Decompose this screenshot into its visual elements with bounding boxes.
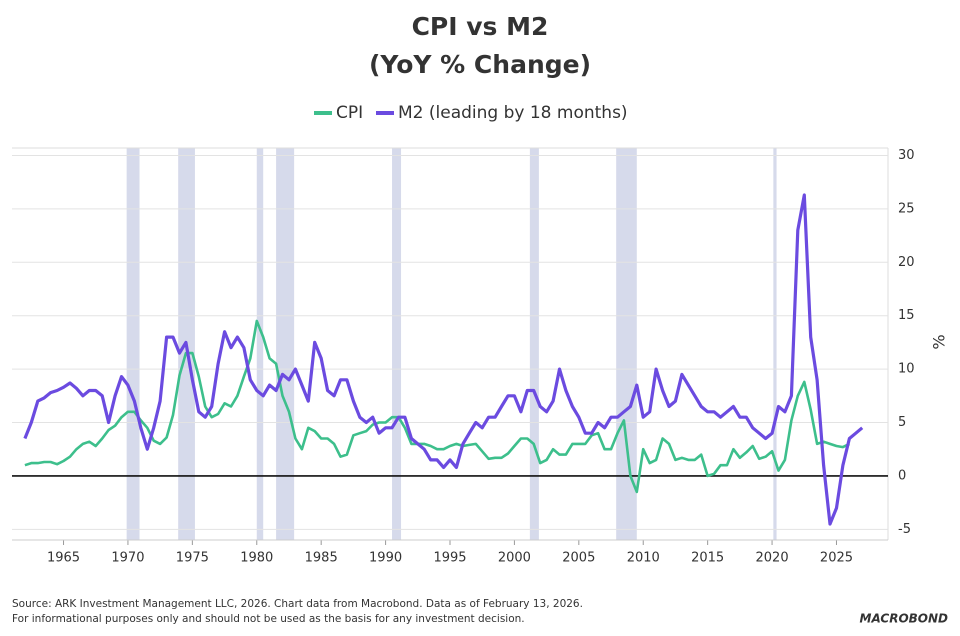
legend-label: CPI [336, 103, 363, 123]
y-tick-label: 5 [898, 415, 906, 430]
x-tick-label: 2015 [691, 551, 724, 566]
x-tick-label: 1975 [176, 551, 209, 566]
series-line [23, 193, 864, 526]
x-tick-label: 1965 [47, 551, 80, 566]
x-tick-label: 2000 [498, 551, 531, 566]
x-tick-label: 1980 [240, 551, 273, 566]
legend-label: M2 (leading by 18 months) [398, 103, 628, 123]
logo: MACROBOND [860, 612, 948, 626]
shaded-range [126, 148, 140, 540]
shaded-range [529, 148, 539, 540]
x-tick-label: 2010 [627, 551, 660, 566]
y-tick-label: -5 [898, 522, 911, 537]
x-tick-label: 1995 [433, 551, 466, 566]
shaded-range [392, 148, 402, 540]
chart-title: CPI vs M2 [412, 12, 549, 41]
shaded-range [256, 148, 264, 540]
x-tick-label: 1970 [111, 551, 144, 566]
y-tick-label: 25 [898, 201, 915, 216]
y-tick-label: 10 [898, 362, 915, 377]
shaded-range [773, 148, 777, 540]
y-axis-label: % [930, 334, 949, 349]
y-tick-label: 15 [898, 308, 915, 323]
x-tick-label: 1990 [369, 551, 402, 566]
source-note: Source: ARK Investment Management LLC, 2… [12, 598, 583, 610]
x-tick-label: 2020 [756, 551, 789, 566]
disclaimer: For informational purposes only and shou… [12, 613, 525, 625]
x-tick-label: 2025 [820, 551, 853, 566]
y-tick-label: 20 [898, 255, 915, 270]
x-tick-label: 1985 [305, 551, 338, 566]
y-tick-label: 30 [898, 148, 915, 163]
shaded-range [616, 148, 637, 540]
shaded-range [276, 148, 295, 540]
y-tick-label: 0 [898, 468, 906, 483]
chart-subtitle: (YoY % Change) [369, 50, 591, 79]
series-line [24, 319, 850, 494]
x-tick-label: 2005 [562, 551, 595, 566]
